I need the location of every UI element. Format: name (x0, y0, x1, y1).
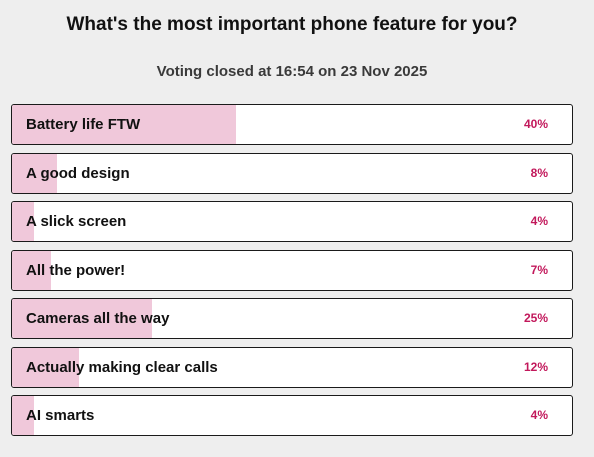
poll-status: Voting closed at 16:54 on 23 Nov 2025 (156, 63, 428, 80)
poll-option-percent: 7% (530, 262, 548, 277)
poll-results-list: Battery life FTW 40% A good design 8% A … (11, 104, 573, 444)
poll-option-percent: 8% (530, 165, 548, 180)
poll-option-fill-bar (12, 105, 236, 144)
poll-option-label: A good design (26, 164, 130, 182)
poll-option-label: Battery life FTW (26, 116, 141, 133)
poll-option-percent: 4% (530, 408, 548, 422)
poll-option-battery: Battery life FTW 40% (11, 104, 573, 145)
poll-option-percent: 12% (523, 359, 548, 374)
poll-option-label: Actually making clear calls (26, 358, 218, 376)
poll-option-fill-bar (12, 153, 57, 193)
poll-option-fill-bar (12, 347, 80, 387)
poll-option-ai: AI smarts 4% (11, 395, 573, 436)
poll-option-fill-bar (12, 250, 52, 290)
poll-option-label: All the power! (26, 261, 126, 279)
poll-option-percent: 4% (530, 214, 548, 228)
poll-option-label: Cameras all the way (26, 310, 170, 327)
poll-question: What's the most important phone feature … (66, 14, 518, 35)
poll-option-power: All the power! 7% (11, 249, 573, 291)
poll-option-label: A slick screen (26, 213, 127, 230)
poll-option-fill-bar (12, 299, 152, 338)
poll-option-fill-bar (12, 396, 35, 435)
poll-option-label: AI smarts (26, 407, 95, 424)
poll-option-percent: 25% (523, 311, 548, 325)
poll-option-design: A good design 8% (11, 152, 573, 194)
poll-option-cameras: Cameras all the way 25% (11, 298, 573, 339)
poll-option-fill-bar (12, 202, 35, 241)
poll-option-screen: A slick screen 4% (11, 201, 573, 242)
poll-option-calls: Actually making clear calls 12% (11, 346, 573, 388)
poll-option-percent: 40% (523, 117, 548, 131)
